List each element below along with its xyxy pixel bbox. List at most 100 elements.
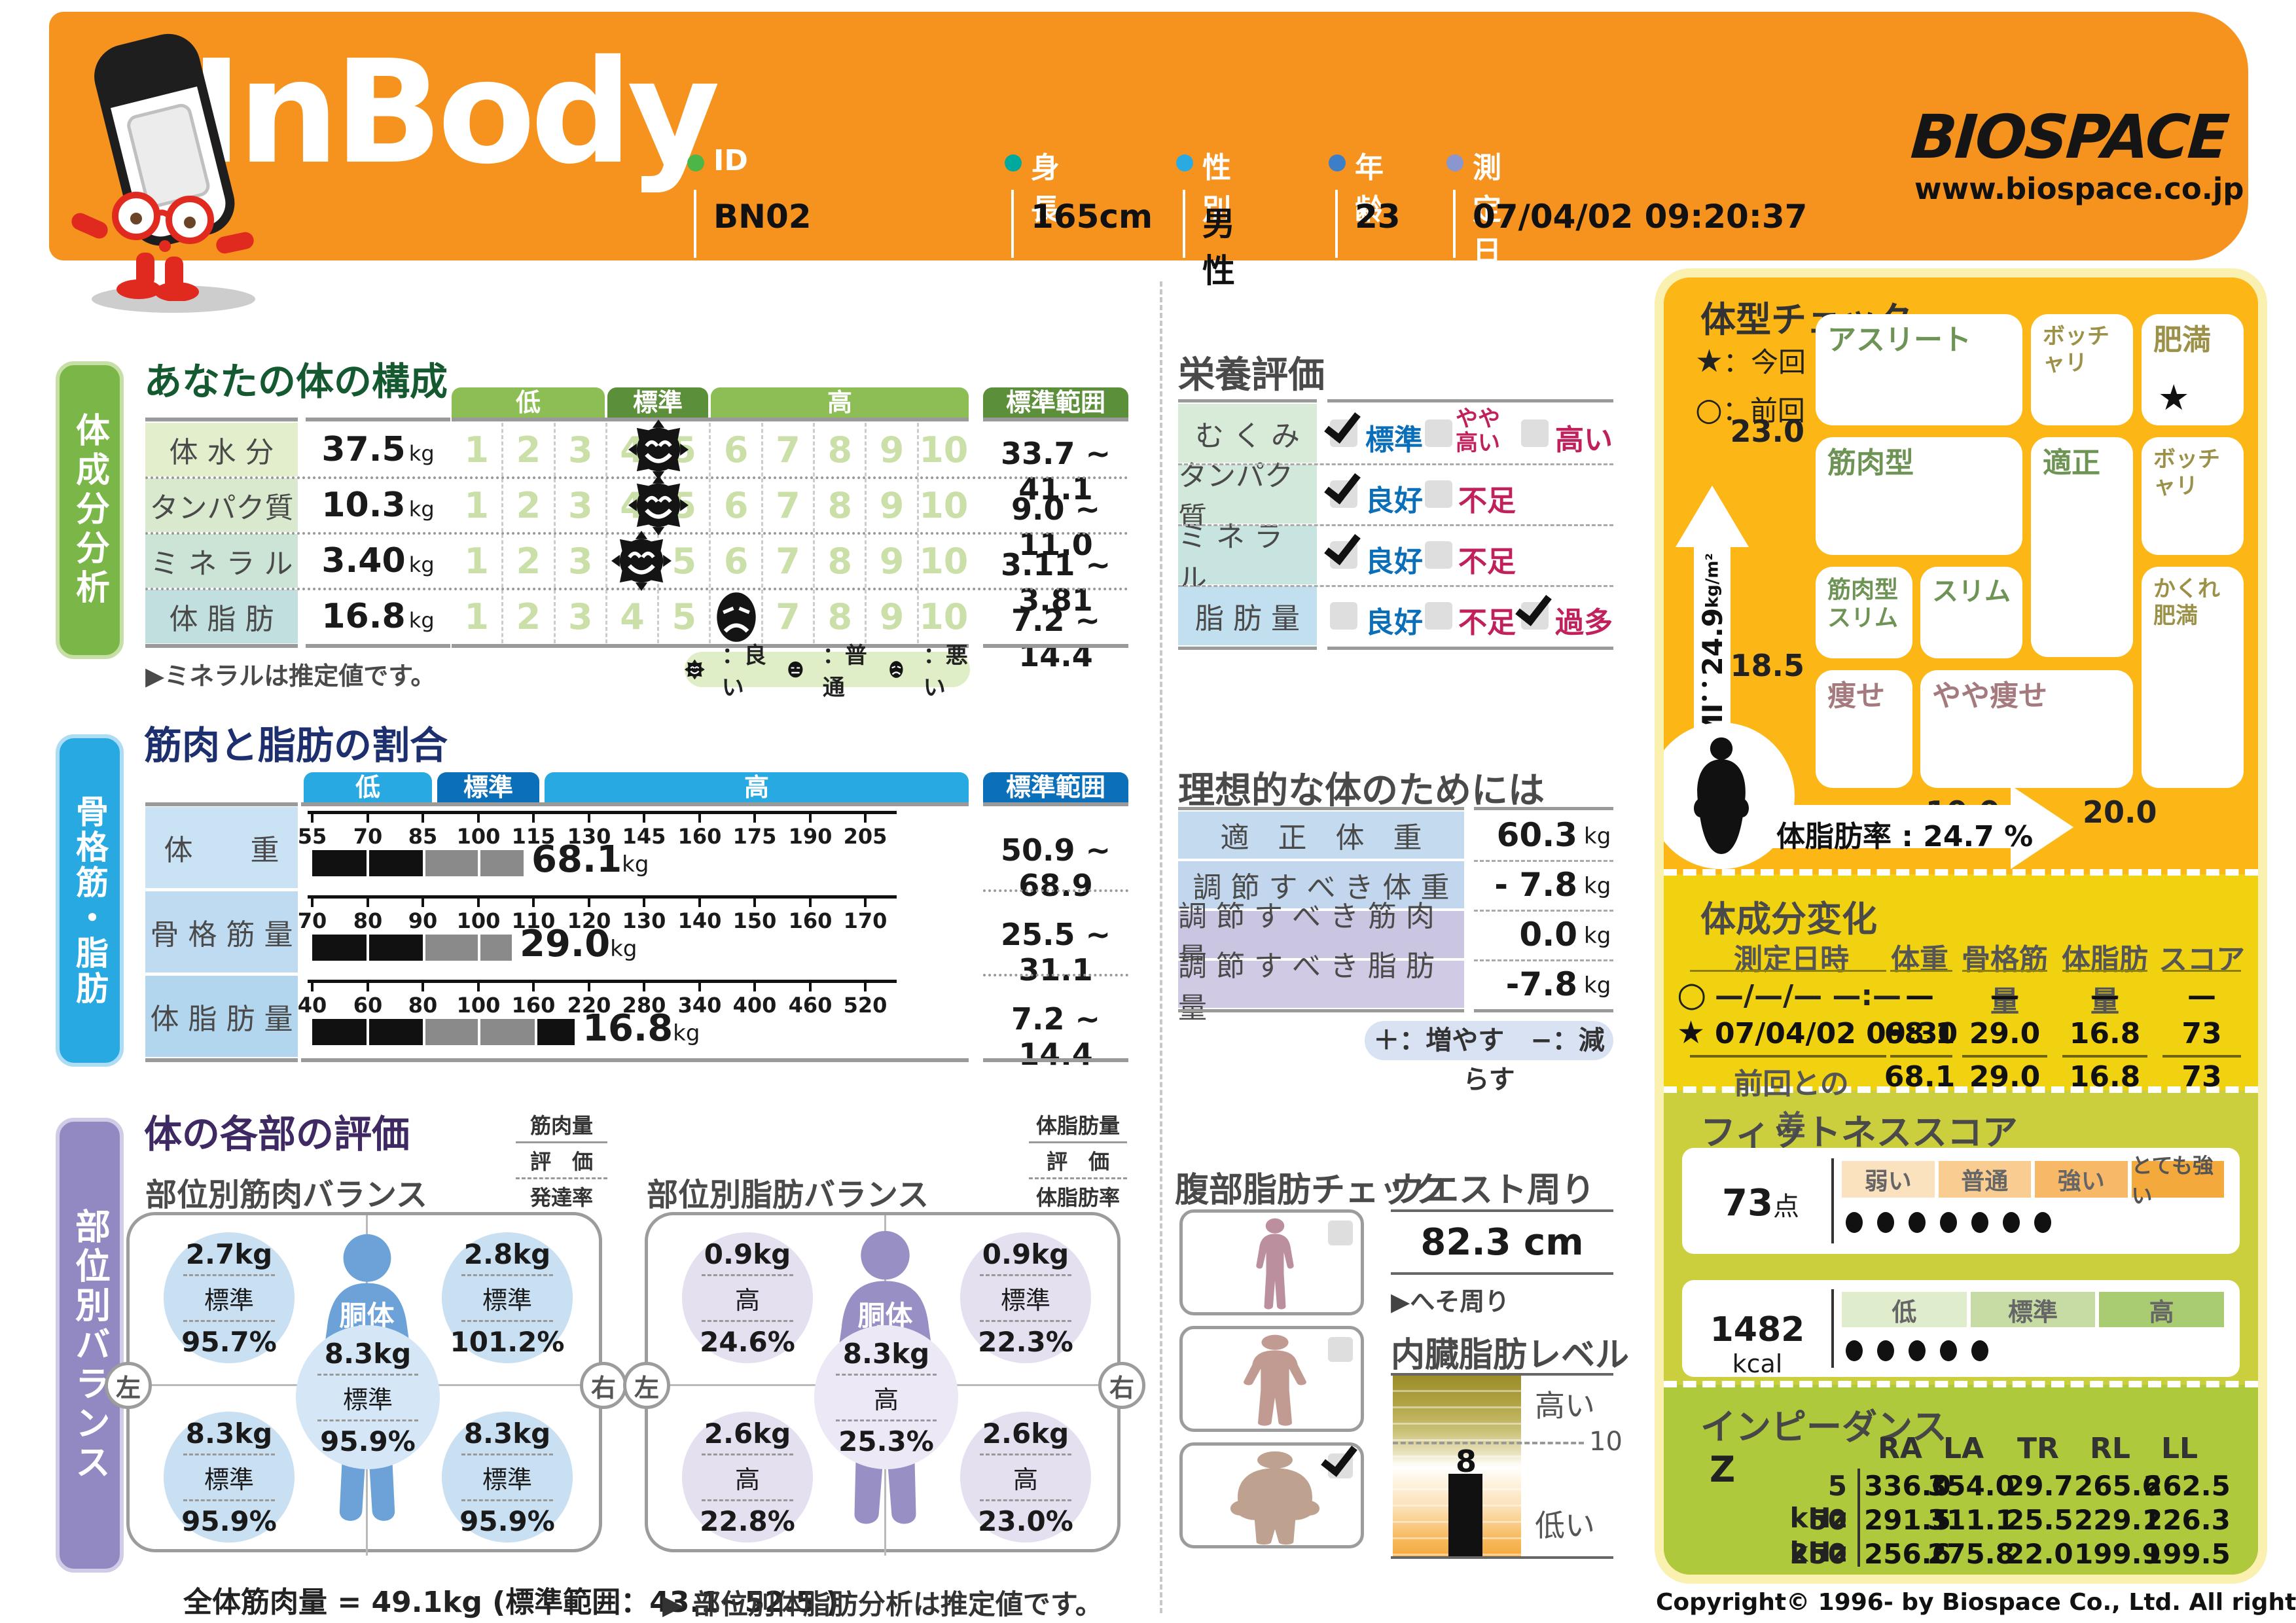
change-value: — (1990, 979, 2019, 1012)
waist-title: ウエスト周り (1391, 1171, 1596, 1210)
option-label: 過多 (1555, 606, 1613, 639)
segment: 標準 (1970, 1292, 2096, 1327)
rule (301, 1058, 969, 1062)
change-title: 体成分変化 (1700, 899, 1877, 940)
mf-bar-block: 70 80 90 100 110 120 130 140 150 160 170 29.0kg (298, 891, 969, 972)
rule (145, 1058, 298, 1062)
tick-label: 160 (677, 824, 722, 849)
y-label-high: 23.0 (1730, 414, 1805, 449)
tick-label: 100 (456, 993, 501, 1018)
scale-num: 4 (605, 590, 657, 643)
cell-obese: 肥満 (2142, 314, 2244, 425)
medium-figure (1244, 1334, 1306, 1426)
imp-value: 354.0 (1928, 1470, 2015, 1502)
scale-num: 2 (501, 423, 553, 476)
unit: kg (1584, 923, 1611, 949)
fitness-segments: 弱い 普通 強い とても強い (1842, 1153, 2224, 1208)
bar-black-marker (537, 1019, 575, 1045)
rule (1474, 1009, 1613, 1012)
field-line (1011, 190, 1014, 258)
tick-label: 130 (622, 908, 666, 933)
imp-freq: 5 kHz (1789, 1470, 1847, 1534)
value: 68.1 (531, 838, 622, 881)
tick-label: 340 (677, 993, 722, 1018)
left-marker: 左 (623, 1362, 670, 1409)
visceral-bar (1448, 1474, 1482, 1556)
tick-label: 90 (408, 908, 438, 933)
visceral-low: 低い (1535, 1508, 1595, 1543)
ideal-row-label: 調 節 す べ き 脂 肪 量 (1178, 950, 1464, 1025)
part-pct: 24.6% (700, 1325, 795, 1358)
section-sep (1664, 869, 2258, 876)
part-pct: 95.9% (181, 1505, 277, 1537)
cell-chubby1: ボッチャリ (2031, 314, 2133, 425)
imp-freq: 50 kHz (1789, 1504, 1847, 1568)
value: 60.3 (1496, 816, 1577, 854)
comp-row-label: 体 水 分 (145, 423, 298, 476)
nutrition-row-label: ミ ネ ラ ル (1178, 520, 1317, 596)
part-grade: 標準 (342, 1385, 393, 1414)
value: 0.0 (1519, 916, 1577, 954)
imp-col: LA (1943, 1432, 1984, 1465)
scale-num: 7 (761, 534, 813, 588)
scale-num: 9 (865, 534, 916, 588)
change-value: 68.1 (1884, 1017, 1956, 1050)
mf-range: 7.2 ~ 14.4 (1011, 1001, 1101, 1072)
good-face-icon (628, 475, 689, 535)
value: 16.8 (583, 1007, 673, 1050)
waist-note: ▶へそ周り (1391, 1287, 1510, 1316)
value: 10.3 (321, 486, 406, 525)
cell-muscular-slim: 筋肉型スリム (1816, 567, 1912, 658)
metabolic-segments: 低 標準 高 (1842, 1292, 2225, 1327)
good-face-icon (685, 659, 705, 680)
option-label: 不足 (1458, 606, 1516, 639)
threshold-label: 10 (1589, 1427, 1623, 1457)
checkbox (1425, 419, 1452, 447)
value: - 7.8 (1494, 866, 1577, 904)
bar-black (369, 850, 423, 876)
part-pct: 25.3% (838, 1425, 934, 1457)
waist-value: 82.3 cm (1420, 1221, 1584, 1264)
part-grade: 高 (1013, 1465, 1038, 1494)
fat-balance-box: 胴体 0.9kg 高 24.6% 0.9kg 標準 22.3% 8.3kg 高 25.3% … (623, 1212, 1145, 1556)
bar-black (312, 1019, 367, 1045)
tick-label: 170 (843, 908, 888, 933)
row-marker: ○ (1677, 975, 1707, 1014)
tick-label: 85 (408, 824, 438, 849)
rule (145, 802, 298, 806)
comp-scale-strip: 12345678910 (452, 534, 969, 588)
imp-value: 262.5 (2144, 1470, 2231, 1502)
ideal-row-label: 調 節 す べ き 体 重 (1178, 861, 1464, 908)
value: -7.8 (1505, 965, 1577, 1003)
tick-label: 80 (353, 908, 383, 933)
fitness-box: 73点 弱い 普通 強い とても強い (1682, 1148, 2240, 1254)
value: 1482 (1710, 1310, 1805, 1349)
tab-standard: 標準 (607, 387, 708, 418)
right-marker: 右 (580, 1362, 627, 1409)
imp-value: 229.1 (2074, 1504, 2161, 1536)
abdominal-box-fat (1179, 1438, 1364, 1548)
cell-muscular: 筋肉型 (1816, 437, 2022, 555)
tick-label: 130 (567, 824, 611, 849)
checkbox (1330, 480, 1357, 508)
scale-num: 7 (761, 590, 813, 643)
tick-label: 460 (788, 993, 833, 1018)
divider (1831, 1289, 1834, 1368)
tab-range: 標準範囲 (983, 772, 1128, 802)
rule (983, 1058, 1128, 1062)
axis (308, 980, 897, 983)
imp-value: 22.0 (2005, 1538, 2073, 1570)
line2: 高い (1456, 430, 1500, 457)
composition-title: あなたの体の構成 (144, 359, 448, 404)
tick-label: 205 (843, 824, 888, 849)
unit: kg (610, 936, 637, 962)
legend-line: 体脂肪率 (1035, 1185, 1120, 1210)
fat-trunk: 8.3kg 高 25.3% (814, 1325, 958, 1469)
impedance-title: インピーダンス (1700, 1406, 1947, 1448)
ideal-row-value: 60.3 (1466, 812, 1577, 859)
part-pct: 95.9% (320, 1425, 416, 1457)
rule (452, 644, 969, 648)
left-marker: 左 (105, 1362, 152, 1409)
tick-label: 145 (622, 824, 666, 849)
row-sep (1178, 524, 1613, 526)
